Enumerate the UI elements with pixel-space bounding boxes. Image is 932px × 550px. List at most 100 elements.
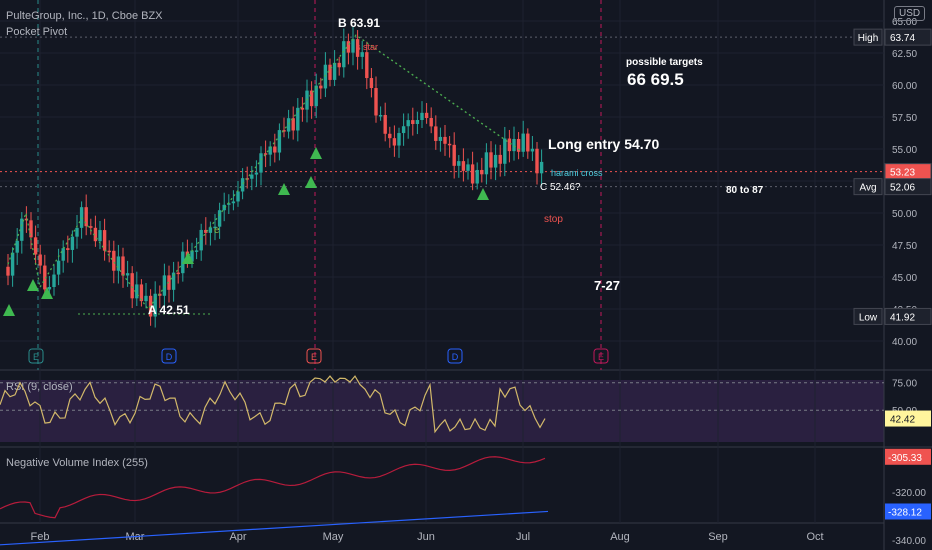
candle-body — [268, 146, 272, 155]
price-tick-label: 55.00 — [892, 145, 917, 156]
candle-body — [130, 273, 134, 299]
event-badge-box — [306, 348, 322, 364]
candle-body — [240, 178, 245, 192]
candle-body — [314, 85, 318, 107]
candle-body — [56, 260, 61, 275]
candle-body — [144, 295, 148, 302]
candle-body — [296, 107, 300, 131]
candle-body — [332, 62, 337, 80]
candle-body — [227, 203, 231, 205]
candle-body — [447, 143, 452, 146]
pocket-pivot-triangle — [182, 252, 194, 264]
candle-body — [420, 112, 424, 121]
candle-body — [401, 126, 406, 134]
candle-body — [213, 226, 217, 229]
price-tag-label: Low — [859, 312, 878, 323]
wave-trendline — [7, 34, 521, 311]
targets-values: 66 69.5 — [627, 70, 684, 89]
price-tag-label: High — [858, 33, 879, 44]
price-tick-label: 62.50 — [892, 49, 917, 60]
nvi-value-text: -328.12 — [888, 507, 922, 518]
candle-body — [323, 64, 328, 89]
time-tick-label: Feb — [31, 531, 50, 543]
candle-body — [66, 248, 70, 250]
rsi-tick-label: 75.00 — [892, 379, 917, 390]
pocket-pivot-triangle — [278, 183, 290, 195]
candle-body — [512, 138, 516, 152]
candle-body — [231, 201, 236, 204]
candle-body — [24, 218, 29, 221]
candle-body — [254, 172, 259, 175]
candle-body — [530, 148, 535, 152]
long-entry-label: Long entry 54.70 — [548, 136, 659, 152]
small-e-label: e — [214, 225, 220, 236]
date-mark-label: 7-27 — [594, 278, 620, 293]
candle-body — [84, 207, 88, 227]
nvi-title: Negative Volume Index (255) — [6, 457, 148, 469]
candle-body — [526, 133, 530, 152]
price-tag-value: 41.92 — [890, 312, 915, 323]
candle-body — [194, 250, 199, 252]
candle-body — [208, 227, 213, 233]
candle-body — [217, 210, 222, 227]
price-tag-label-box — [853, 28, 883, 46]
event-badge-label: E — [311, 352, 317, 362]
currency-button[interactable]: USD — [894, 6, 926, 21]
price-tag-box — [884, 178, 932, 196]
shooting-star-label: s star — [356, 42, 378, 52]
candle-body — [47, 286, 52, 290]
price-tick-label: 60.00 — [892, 81, 917, 92]
candle-body — [204, 229, 208, 233]
time-tick-label: Jul — [516, 531, 530, 543]
nvi-line — [0, 456, 546, 519]
pocket-pivot-triangle — [477, 188, 489, 200]
candle-body — [277, 130, 282, 153]
nvi-tick-label: -340.00 — [892, 536, 926, 547]
candle-body — [162, 275, 167, 296]
candle-body — [222, 204, 226, 211]
price-tick-label: 57.50 — [892, 113, 917, 124]
candle-body — [236, 191, 240, 202]
candle-body — [369, 78, 374, 89]
candle-body — [383, 115, 387, 134]
nvi-value-tag — [885, 448, 931, 465]
price-tag-label-box — [853, 178, 883, 196]
rsi-title: RSI (9, close) — [6, 381, 73, 393]
price-tick-label: 40.00 — [892, 337, 917, 348]
candle-body — [52, 274, 56, 287]
candle-body — [346, 41, 351, 53]
candle-body — [286, 118, 291, 132]
candle-body — [15, 240, 19, 253]
point-a-label: A 42.51 — [148, 303, 190, 317]
candle-body — [392, 138, 397, 146]
nvi-tick-label: -320.00 — [892, 488, 926, 499]
candle-body — [38, 254, 42, 266]
candle-body — [539, 161, 544, 174]
candle-body — [158, 293, 162, 296]
candle-body — [461, 161, 466, 171]
candle-body — [475, 169, 479, 184]
time-tick-label: Oct — [806, 531, 823, 543]
price-tag-value: 53.23 — [890, 168, 915, 179]
candle-body — [521, 133, 525, 152]
price-tag-value: 52.06 — [890, 183, 915, 194]
candle-body — [365, 52, 369, 79]
candle-body — [342, 41, 346, 68]
candle-body — [457, 161, 461, 166]
time-tick-label: May — [323, 531, 344, 543]
candle-body — [33, 237, 38, 255]
candle-body — [70, 236, 75, 250]
rsi-line — [0, 375, 546, 434]
candle-body — [291, 118, 295, 131]
candle-body — [470, 164, 475, 184]
candle-body — [61, 248, 65, 261]
candle-body — [153, 293, 157, 317]
event-badge-box — [161, 348, 177, 364]
price-tag-box — [884, 28, 932, 46]
time-tick-label: Apr — [229, 531, 246, 543]
candle-body — [480, 169, 484, 175]
candle-body — [328, 64, 332, 80]
candle-body — [484, 152, 489, 175]
pocket-pivot-triangle — [27, 279, 39, 291]
